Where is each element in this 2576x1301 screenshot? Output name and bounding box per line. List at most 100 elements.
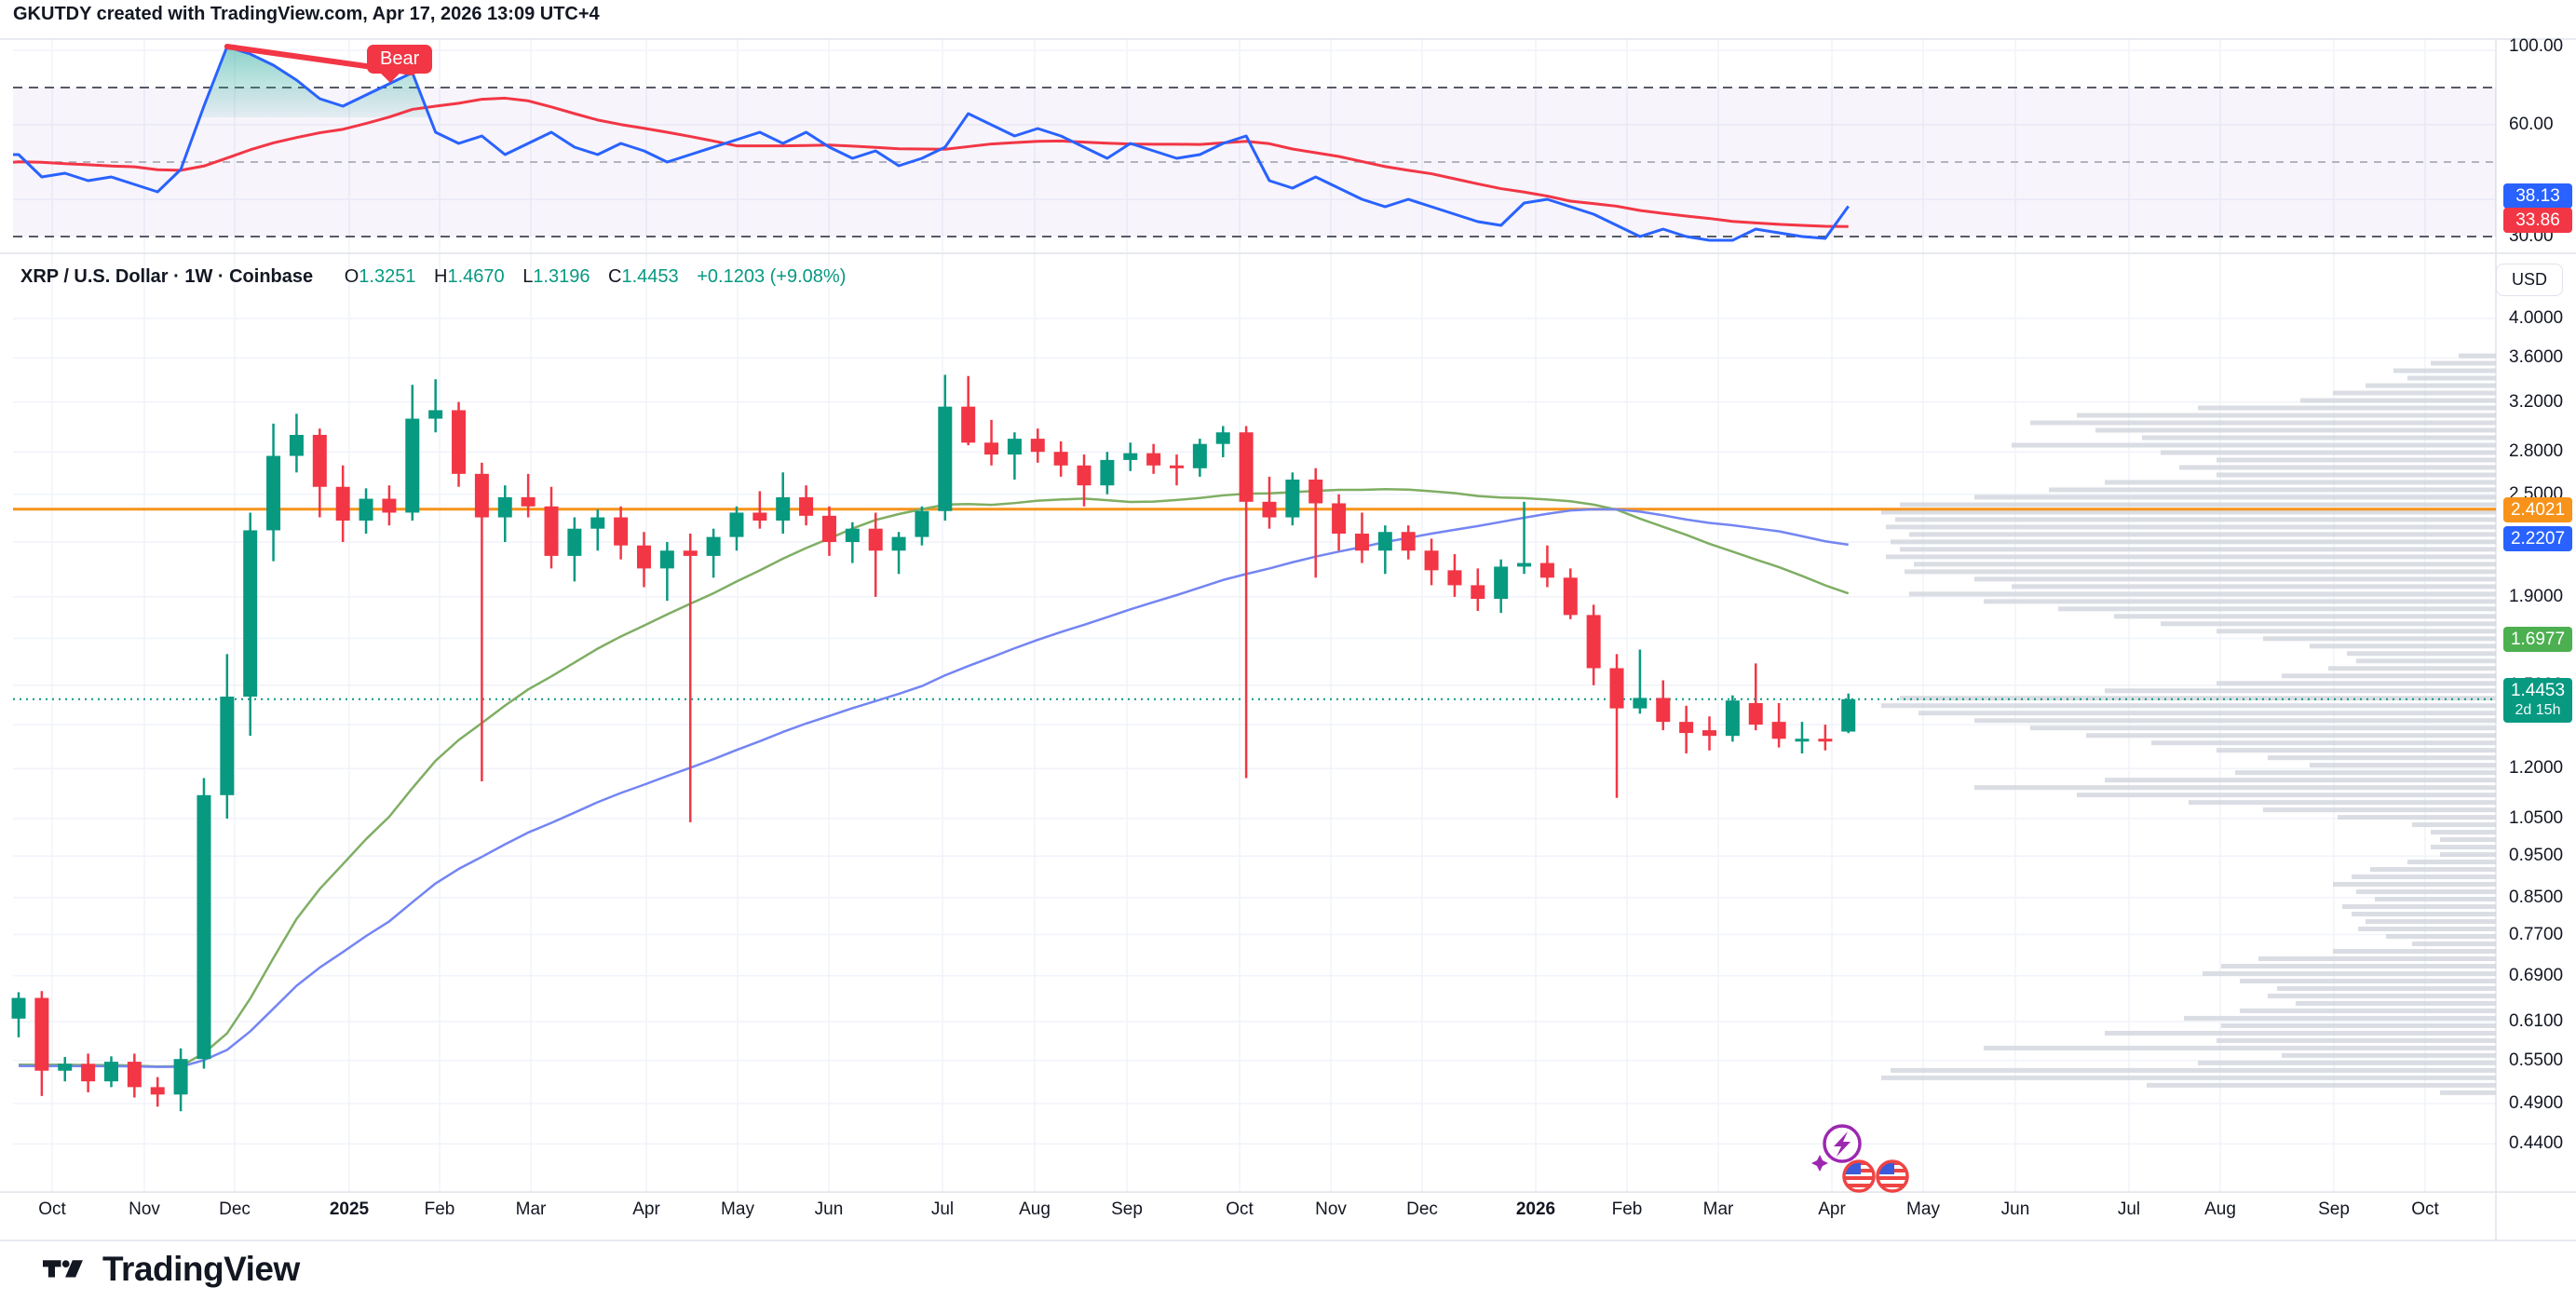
candle[interactable] bbox=[173, 1059, 188, 1095]
candle[interactable] bbox=[243, 530, 258, 698]
candle[interactable] bbox=[405, 418, 420, 513]
candle[interactable] bbox=[150, 1087, 165, 1095]
candle[interactable] bbox=[868, 528, 883, 551]
candle[interactable] bbox=[220, 697, 235, 795]
candle[interactable] bbox=[1633, 698, 1647, 709]
candle[interactable] bbox=[1609, 668, 1624, 709]
candle[interactable] bbox=[428, 410, 443, 419]
candle[interactable] bbox=[474, 473, 489, 518]
candle[interactable] bbox=[1123, 453, 1138, 460]
volume-profile-bar bbox=[1984, 599, 2496, 604]
candle[interactable] bbox=[1030, 439, 1045, 453]
volume-profile-bar bbox=[2184, 1015, 2496, 1021]
candle[interactable] bbox=[915, 510, 929, 537]
candle[interactable] bbox=[1239, 432, 1254, 502]
candle[interactable] bbox=[1539, 562, 1554, 578]
candle[interactable] bbox=[752, 512, 767, 521]
symbol-title[interactable]: XRP / U.S. Dollar · 1W · Coinbase bbox=[20, 266, 314, 287]
candle[interactable] bbox=[1795, 739, 1810, 742]
candle[interactable] bbox=[1725, 700, 1740, 737]
candle[interactable] bbox=[891, 536, 906, 551]
currency-button[interactable]: USD bbox=[2496, 264, 2563, 296]
candle[interactable] bbox=[1424, 550, 1439, 571]
candle[interactable] bbox=[127, 1062, 142, 1088]
candle[interactable] bbox=[1702, 730, 1717, 737]
candle[interactable] bbox=[1494, 566, 1509, 600]
candle[interactable] bbox=[11, 997, 26, 1019]
candle[interactable] bbox=[1471, 585, 1485, 600]
candle[interactable] bbox=[1771, 722, 1786, 739]
candle[interactable] bbox=[1332, 503, 1347, 535]
volume-profile-bar bbox=[2217, 1037, 2496, 1043]
candle[interactable] bbox=[1841, 698, 1856, 732]
time-axis-label: Aug bbox=[1019, 1199, 1051, 1219]
candle[interactable] bbox=[197, 794, 211, 1060]
volume-profile-bar bbox=[2221, 963, 2496, 969]
candle[interactable] bbox=[1354, 534, 1369, 551]
candle[interactable] bbox=[845, 528, 860, 543]
price-axis-label: 2.8000 bbox=[2509, 441, 2564, 462]
lightning-icon[interactable] bbox=[1834, 1132, 1851, 1157]
candle[interactable] bbox=[776, 496, 791, 521]
us-flag-icon[interactable] bbox=[1876, 1159, 1909, 1193]
candle[interactable] bbox=[961, 406, 976, 443]
volume-profile-bar bbox=[1909, 591, 2496, 597]
tradingview-brand-text[interactable]: TradingView bbox=[102, 1250, 300, 1288]
bear-divergence-badge[interactable]: Bear bbox=[367, 45, 433, 74]
candle[interactable] bbox=[683, 550, 698, 556]
us-flag-icon[interactable] bbox=[1842, 1159, 1876, 1193]
candle[interactable] bbox=[1377, 532, 1392, 551]
candle[interactable] bbox=[614, 517, 629, 546]
candle[interactable] bbox=[103, 1062, 118, 1082]
candle[interactable] bbox=[312, 434, 327, 487]
candle[interactable] bbox=[359, 498, 373, 521]
candle[interactable] bbox=[1563, 577, 1578, 616]
candle[interactable] bbox=[58, 1064, 73, 1071]
candle[interactable] bbox=[729, 512, 744, 537]
candle[interactable] bbox=[1308, 479, 1323, 504]
candle[interactable] bbox=[659, 550, 674, 569]
candle[interactable] bbox=[1586, 615, 1601, 669]
candle[interactable] bbox=[1748, 702, 1763, 725]
volume-profile-bar bbox=[2358, 927, 2496, 932]
us-flag-icon-ring bbox=[1842, 1159, 1876, 1193]
candle[interactable] bbox=[1146, 453, 1161, 466]
candle[interactable] bbox=[984, 442, 999, 455]
candle[interactable] bbox=[1215, 432, 1230, 444]
candle[interactable] bbox=[521, 496, 536, 507]
candle[interactable] bbox=[266, 455, 281, 531]
candle[interactable] bbox=[1517, 562, 1532, 567]
candle[interactable] bbox=[706, 536, 721, 556]
candle[interactable] bbox=[382, 498, 397, 513]
candle[interactable] bbox=[452, 410, 467, 474]
volume-profile-bar bbox=[2356, 658, 2496, 664]
candle[interactable] bbox=[335, 486, 350, 521]
candle[interactable] bbox=[1007, 439, 1022, 455]
candle[interactable] bbox=[567, 528, 582, 556]
candle[interactable] bbox=[1262, 501, 1277, 518]
candle[interactable] bbox=[1818, 739, 1833, 742]
candle[interactable] bbox=[289, 434, 304, 456]
candle[interactable] bbox=[799, 496, 814, 516]
candle[interactable] bbox=[1053, 452, 1068, 466]
candle[interactable] bbox=[497, 496, 512, 518]
candle[interactable] bbox=[821, 515, 836, 543]
candle[interactable] bbox=[1170, 465, 1184, 468]
volume-profile-bar bbox=[2221, 1023, 2496, 1028]
candle[interactable] bbox=[1401, 532, 1416, 551]
candle[interactable] bbox=[1679, 722, 1694, 734]
candle[interactable] bbox=[1100, 459, 1115, 486]
candle[interactable] bbox=[590, 517, 605, 529]
candle[interactable] bbox=[1656, 698, 1671, 723]
candle[interactable] bbox=[1077, 465, 1091, 486]
candle[interactable] bbox=[544, 506, 559, 556]
candle[interactable] bbox=[1285, 479, 1300, 518]
candle[interactable] bbox=[1447, 570, 1462, 586]
candle[interactable] bbox=[81, 1064, 96, 1082]
candle[interactable] bbox=[1192, 443, 1207, 468]
candle[interactable] bbox=[34, 997, 49, 1071]
volume-profile-bar bbox=[2440, 1090, 2496, 1095]
candle[interactable] bbox=[938, 406, 953, 511]
candle[interactable] bbox=[636, 545, 651, 569]
